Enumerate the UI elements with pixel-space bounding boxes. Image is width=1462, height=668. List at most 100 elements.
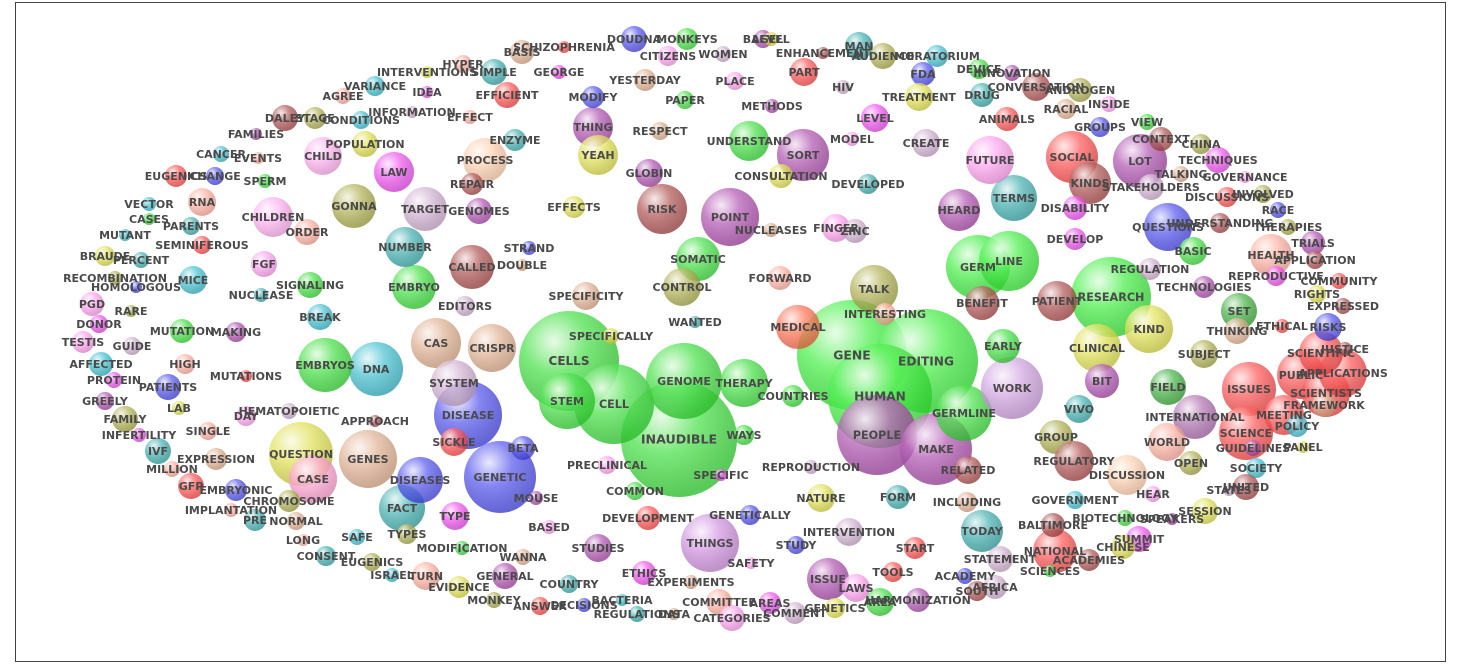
small-word-common-156-label: COMMON: [606, 485, 664, 498]
small-word-regulation-92-label: REGULATION: [1111, 263, 1190, 276]
small-word-expressed-107-label: EXPRESSED: [1307, 300, 1379, 313]
small-word-rights-102-label: RIGHTS: [1294, 288, 1340, 301]
small-word-moratorium-11-label: MORATORIUM: [894, 50, 980, 63]
word-process-bubble-shine: [463, 138, 507, 182]
small-word-mutant-81-label: MUTANT: [99, 229, 151, 242]
small-word-doudna-1-label: DOUDNA: [607, 33, 662, 46]
small-word-trials-87-label: TRIALS: [1291, 237, 1335, 250]
small-word-respect-48-bubble-shine: [651, 122, 669, 140]
small-word-policy-137-bubble-shine: [1286, 415, 1308, 437]
small-word-seminiferous-84-label: SEMINIFEROUS: [155, 239, 249, 252]
small-word-inside-35-bubble-shine: [1101, 96, 1117, 112]
word-regulatory-label: REGULATORY: [1033, 455, 1115, 468]
word-system-bubble-shine: [431, 360, 477, 406]
small-word-animals-42-label: ANIMALS: [979, 113, 1035, 126]
word-gene-label: GENE: [833, 347, 870, 362]
small-word-population-46-bubble-shine: [352, 131, 378, 157]
small-word-application-93-bubble-shine: [1306, 251, 1324, 269]
small-word-affected-123-bubble-shine: [89, 352, 113, 376]
word-stem-bubble-shine: [539, 373, 595, 429]
small-word-safe-179-label: SAFE: [341, 531, 372, 544]
small-word-bacteria-207-bubble-shine: [616, 594, 628, 606]
word-disease-label: DISEASE: [442, 409, 495, 422]
small-word-man-5-label: MAN: [845, 40, 874, 53]
small-word-monkeys-2-bubble-shine: [676, 28, 698, 50]
word-germline-bubble-shine: [936, 385, 992, 441]
word-cell-label: CELL: [599, 398, 629, 411]
small-word-specific-153-bubble-shine: [715, 469, 727, 481]
small-word-day-133-label: DAY: [234, 410, 260, 423]
small-word-evidence-200-bubble-shine: [448, 576, 470, 598]
small-word-modify-29-label: MODIFY: [568, 91, 618, 104]
small-word-guidelines-143-bubble-shine: [1245, 440, 1261, 456]
word-kinds-label: KINDS: [1071, 177, 1110, 190]
small-word-women-8-label: WOMEN: [698, 48, 747, 61]
small-word-reproduction-148-bubble-shine: [804, 460, 818, 474]
small-word-mouse-157-label: MOUSE: [514, 492, 559, 505]
small-word-editors-106-bubble-shine: [455, 296, 475, 316]
small-word-rare-108-bubble-shine: [125, 305, 137, 317]
small-word-technologies-101-bubble-shine: [1193, 276, 1215, 298]
small-word-community-98-bubble-shine: [1331, 273, 1347, 289]
small-word-regulations-215-label: REGULATIONS: [594, 608, 681, 621]
small-word-regulation-92-bubble-shine: [1139, 258, 1161, 280]
word-embryo-bubble-shine: [392, 265, 436, 309]
small-word-man-5-bubble-shine: [845, 32, 873, 60]
small-word-greely-129-label: GREELY: [82, 395, 129, 408]
small-word-simple-19-bubble-shine: [481, 59, 507, 85]
small-word-biotechnology-170-label: BIOTECHNOLOGY: [1072, 512, 1178, 525]
small-word-genomes-73-bubble-shine: [466, 198, 492, 224]
small-word-patients-127-label: PATIENTS: [139, 381, 198, 394]
small-word-implantation-166-bubble-shine: [224, 503, 238, 517]
small-word-agree-26-bubble-shine: [335, 88, 351, 104]
small-word-agree-26-label: AGREE: [322, 90, 363, 103]
small-word-ethics-195-bubble-shine: [632, 561, 656, 585]
small-word-open-150-label: OPEN: [1174, 457, 1208, 470]
small-word-interesting-110-label: INTERESTING: [844, 308, 926, 321]
small-word-affected-123-label: AFFECTED: [69, 358, 132, 371]
word-bit-label: BIT: [1092, 375, 1112, 388]
small-word-repair-65-label: REPAIR: [450, 178, 495, 191]
small-word-level-41-label: LEVEL: [856, 112, 894, 125]
word-therapy-bubble-shine: [720, 359, 768, 407]
small-word-data-216-label: DATA: [658, 608, 690, 621]
small-word-daley-37-label: DALEY: [265, 112, 306, 125]
small-word-eugenics-56-bubble-shine: [165, 165, 187, 187]
small-word-speakers-171-label: SPEAKERS: [1140, 513, 1205, 526]
small-word-tools-196-label: TOOLS: [872, 566, 913, 579]
small-word-general-199-bubble-shine: [492, 563, 518, 589]
small-word-groups-43-label: GROUPS: [1074, 121, 1126, 134]
word-genome-label: GENOME: [657, 375, 711, 388]
small-word-harmonization-213-bubble-shine: [906, 588, 930, 612]
small-word-parents-75-bubble-shine: [182, 217, 200, 235]
small-word-genetics-214-bubble-shine: [825, 598, 845, 618]
small-word-subject-122-label: SUBJECT: [1178, 348, 1231, 361]
word-somatic-label: SOMATIC: [670, 253, 726, 266]
small-word-view-44-bubble-shine: [1139, 114, 1155, 130]
small-word-ethical-112-bubble-shine: [1275, 319, 1289, 333]
small-word-preclinical-147-bubble-shine: [598, 456, 616, 474]
small-word-reproductive-97-bubble-shine: [1266, 266, 1286, 286]
word-questions-bubble-shine: [1144, 203, 1192, 251]
small-word-panel-144-label: PANEL: [1283, 441, 1322, 454]
small-word-normal-174-label: NORMAL: [269, 515, 323, 528]
word-talk-label: TALK: [859, 283, 890, 296]
small-word-panel-144-bubble-shine: [1297, 441, 1309, 453]
small-word-simple-19-label: SIMPLE: [471, 66, 517, 79]
word-regulatory-bubble-shine: [1054, 441, 1094, 481]
small-word-type-167-bubble-shine: [441, 502, 469, 530]
word-health-label: HEALTH: [1247, 249, 1294, 262]
word-therapy-label: THERAPY: [715, 377, 773, 390]
small-word-androgen-24-label: ANDROGEN: [1045, 84, 1115, 97]
small-word-monkeys-2-label: MONKEYS: [656, 33, 718, 46]
small-word-interesting-110-bubble-shine: [874, 303, 896, 325]
small-word-type-167-label: TYPE: [439, 510, 470, 523]
word-genome-bubble-shine: [646, 343, 722, 419]
small-word-expression-146-label: EXPRESSION: [177, 453, 255, 466]
word-embryos-bubble-shine: [298, 338, 352, 392]
small-word-guide-120-bubble-shine: [123, 337, 141, 355]
small-word-government-165-label: GOVERNMENT: [1032, 494, 1119, 507]
small-word-audience-10-label: AUDIENCE: [852, 50, 915, 63]
small-word-data-216-bubble-shine: [668, 608, 680, 620]
small-word-normal-174-bubble-shine: [287, 512, 305, 530]
